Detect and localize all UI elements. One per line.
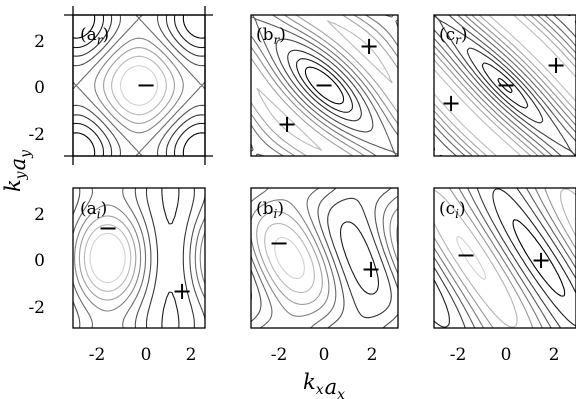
contour-line — [434, 15, 576, 156]
contour-line — [512, 219, 566, 297]
contour-line — [73, 188, 205, 328]
panel-label-br: (br) — [256, 25, 286, 47]
contour-line — [119, 65, 159, 106]
sign-ci-0: − — [456, 241, 476, 269]
sign-ar-0: − — [136, 71, 156, 99]
frame-bi — [250, 187, 399, 329]
contour-line — [434, 188, 576, 328]
panel-label-cr: (cr) — [439, 25, 468, 47]
contour-line — [83, 224, 132, 292]
panel-ar: (ar) − — [64, 6, 213, 165]
frame-ci — [433, 187, 576, 329]
contour-line — [456, 235, 487, 281]
sign-cr-2: + — [441, 89, 461, 117]
contour-line — [264, 222, 315, 294]
contour-line — [434, 188, 576, 328]
contour-line — [89, 232, 126, 284]
contour-line — [434, 15, 576, 156]
contour-line — [73, 15, 205, 156]
sign-br-0: − — [314, 71, 334, 99]
contour-line — [251, 15, 398, 156]
sign-cr-0: − — [496, 71, 516, 99]
contours-cr — [434, 15, 576, 156]
contour-line — [73, 15, 205, 156]
sign-br-1: + — [359, 32, 379, 60]
panel-label-ar: (ar) — [80, 25, 109, 47]
contour-line — [339, 221, 380, 295]
contour-line — [73, 15, 205, 156]
contour-line — [287, 49, 362, 122]
panel-ai: (ai) − + — [72, 187, 206, 329]
panel-label-ci: (ci) — [439, 199, 466, 221]
contour-line — [497, 77, 513, 94]
contour-line — [295, 58, 354, 113]
contour-line — [434, 188, 576, 328]
contour-line — [251, 199, 398, 317]
contour-line — [251, 188, 398, 328]
contour-line — [434, 188, 576, 328]
sign-bi-0: − — [269, 229, 289, 257]
contour-line — [274, 236, 305, 280]
contour-line — [103, 47, 175, 124]
frame-br — [250, 14, 399, 157]
xtick-c-2: 2 — [549, 345, 560, 365]
ytick-top-0: 2 — [34, 32, 45, 52]
panel-cr: (cr) − + + — [433, 14, 576, 157]
ytick-top-2: -2 — [28, 125, 45, 145]
contours-ar — [73, 15, 205, 156]
ytick-bottom-2: -2 — [28, 298, 45, 318]
sign-br-2: + — [277, 110, 297, 138]
contour-line — [161, 188, 180, 328]
xtick-a-0: -2 — [89, 345, 106, 365]
contour-line — [434, 15, 576, 156]
contours-br — [251, 15, 398, 156]
contour-line — [74, 204, 205, 312]
contour-line — [78, 215, 137, 301]
sign-cr-1: + — [546, 51, 566, 79]
ytick-bottom-0: 2 — [34, 205, 45, 225]
sign-ci-1: + — [531, 246, 551, 274]
contour-line — [434, 188, 576, 328]
sign-ai-0: − — [98, 214, 118, 242]
sign-ai-1: + — [172, 277, 192, 305]
ytick-top-1: 0 — [34, 78, 45, 98]
xtick-c-1: 0 — [501, 345, 512, 365]
sign-bi-1: + — [361, 255, 381, 283]
contours-ai — [73, 188, 205, 328]
xtick-b-1: 0 — [319, 345, 330, 365]
frame-ai — [72, 187, 206, 329]
contour-line — [275, 38, 374, 133]
x-axis-label: kxax — [303, 370, 345, 399]
contour-line — [145, 188, 195, 328]
contour-line — [481, 62, 529, 109]
xtick-a-1: 0 — [141, 345, 152, 365]
contour-line — [73, 188, 205, 328]
xtick-c-0: -2 — [450, 345, 467, 365]
contour-line — [251, 15, 398, 156]
contour-line — [434, 15, 576, 156]
panel-ci: (ci) − + — [433, 187, 576, 329]
xtick-b-2: 2 — [367, 345, 378, 365]
panel-bi: (bi) − + — [250, 187, 399, 329]
contour-line — [304, 66, 345, 105]
contour-line — [256, 211, 398, 305]
contour-line — [466, 47, 544, 124]
y-axis-label: kyay — [1, 149, 34, 192]
ytick-bottom-1: 0 — [34, 251, 45, 271]
panel-label-bi: (bi) — [256, 199, 284, 221]
panel-br: (br) − + + — [250, 14, 399, 157]
xtick-b-0: -2 — [271, 345, 288, 365]
contours-ci — [434, 188, 576, 328]
contours-bi — [251, 188, 398, 328]
contour-line — [434, 188, 576, 328]
contour-line — [73, 15, 205, 156]
contour-line — [111, 55, 167, 116]
frame-cr — [433, 14, 576, 157]
contour-line — [251, 197, 392, 319]
contour-line — [434, 15, 576, 156]
xtick-a-2: 2 — [186, 345, 197, 365]
panel-label-ai: (ai) — [80, 199, 107, 221]
contour-line — [94, 37, 184, 134]
